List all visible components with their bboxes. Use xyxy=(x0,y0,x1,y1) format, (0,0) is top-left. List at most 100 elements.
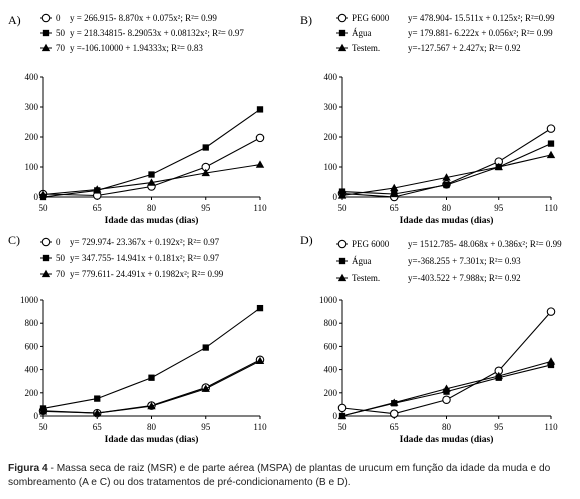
x-tick-label: 95 xyxy=(494,422,504,432)
x-tick-label: 95 xyxy=(494,203,504,213)
legend-equation: y=-368.255 + 7.301x; R²= 0.93 xyxy=(408,256,521,266)
data-point xyxy=(94,395,101,402)
y-tick-label: 100 xyxy=(324,162,338,172)
legend-marker xyxy=(41,43,51,52)
x-tick-label: 95 xyxy=(201,203,211,213)
data-point xyxy=(38,190,48,198)
data-point xyxy=(201,168,210,177)
legend-equation: y = 266.915- 8.870x + 0.075x²; R²= 0.99 xyxy=(70,13,217,23)
legend-marker xyxy=(41,269,51,278)
legend-equation: y= 1512.785- 48.068x + 0.386x²; R²= 0.99 xyxy=(408,239,562,249)
data-point xyxy=(547,361,555,369)
data-point xyxy=(546,124,556,133)
data-point xyxy=(337,411,347,420)
x-tick-label: 95 xyxy=(201,422,211,432)
series-line-1 xyxy=(42,307,261,410)
x-tick-label: 50 xyxy=(39,203,49,213)
legend-series-name: Água xyxy=(352,256,372,266)
data-point xyxy=(442,173,451,181)
y-tick-label: 1000 xyxy=(20,295,39,305)
x-tick-label: 80 xyxy=(147,422,157,432)
y-tick-label: 200 xyxy=(324,388,338,398)
legend-marker xyxy=(337,273,347,282)
y-tick-label: 600 xyxy=(25,341,39,351)
x-tick-label: 50 xyxy=(338,422,348,432)
data-point xyxy=(494,371,503,380)
panel-label: C) xyxy=(8,233,20,247)
x-tick-label: 110 xyxy=(253,422,267,432)
data-point xyxy=(255,160,265,168)
x-axis-label: Idade das mudas (dias) xyxy=(400,434,494,445)
chart-panel-0: A) 0 100 200 300 400 50 65 80 95 110 Idade das muda… xyxy=(8,13,267,226)
x-tick-label: 65 xyxy=(93,203,103,213)
data-point xyxy=(147,401,156,410)
y-tick-label: 200 xyxy=(25,388,39,398)
legend-series-name: 0 xyxy=(56,237,61,247)
legend-equation: y= 347.755- 14.941x + 0.181x²; R²= 0.97 xyxy=(70,253,220,263)
y-tick-label: 300 xyxy=(324,102,338,112)
data-point xyxy=(201,384,210,392)
legend-equation: y= 779.611- 24.491x + 0.1982x²; R²= 0.99 xyxy=(70,269,224,279)
data-point xyxy=(442,384,451,392)
x-tick-label: 65 xyxy=(390,203,400,213)
y-tick-label: 200 xyxy=(25,132,39,142)
data-point xyxy=(148,374,155,381)
legend-series-name: PEG 6000 xyxy=(352,13,390,23)
legend-marker xyxy=(41,13,51,23)
x-tick-label: 110 xyxy=(253,203,267,213)
caption-label: Figura 4 xyxy=(8,463,48,474)
data-point xyxy=(546,307,556,316)
data-point xyxy=(494,162,503,171)
y-tick-label: 100 xyxy=(25,162,39,172)
data-point xyxy=(202,344,209,351)
data-point xyxy=(337,403,347,413)
chart-panel-2: C) 0 200 400 600 800 1000 50 65 80 95 110 Idade das … xyxy=(8,233,267,445)
legend-series-name: 70 xyxy=(56,43,66,53)
data-point xyxy=(256,304,264,312)
data-point xyxy=(546,150,556,159)
data-point xyxy=(256,106,264,113)
y-tick-label: 0 xyxy=(333,192,338,202)
x-tick-label: 80 xyxy=(442,422,452,432)
x-axis-label: Idade das mudas (dias) xyxy=(400,215,494,226)
legend-equation: y =-106.10000 + 1.94333x; R²= 0.83 xyxy=(70,43,203,53)
figure-caption: Figura 4 - Massa seca de raiz (MSR) e de… xyxy=(8,462,574,490)
panel-label: D) xyxy=(300,233,313,247)
data-point xyxy=(443,181,450,189)
panel-label: A) xyxy=(8,13,21,27)
x-tick-label: 80 xyxy=(147,203,157,213)
x-tick-label: 110 xyxy=(544,203,558,213)
legend-equation: y = 218.34815- 8.29053x + 0.08132x²; R²=… xyxy=(70,28,244,38)
panel-label: B) xyxy=(300,13,312,27)
x-tick-label: 65 xyxy=(390,422,400,432)
legend-marker xyxy=(42,254,50,262)
legend-series-name: PEG 6000 xyxy=(352,239,390,249)
legend-equation: y= 478.904- 15.511x + 0.125x²; R²=0.99 xyxy=(408,13,555,23)
legend-marker xyxy=(42,29,50,37)
y-tick-label: 400 xyxy=(324,365,338,375)
legend-series-name: 0 xyxy=(56,13,61,23)
data-point xyxy=(337,191,347,199)
chart-panel-1: B) 0 100 200 300 400 50 65 80 95 110 Idade das muda… xyxy=(300,13,558,226)
x-axis-label: Idade das mudas (dias) xyxy=(105,434,199,445)
data-point xyxy=(93,185,102,193)
data-point xyxy=(38,407,48,415)
legend-marker xyxy=(338,257,346,265)
legend-series-name: Água xyxy=(352,28,372,38)
legend-equation: y= 729.974- 23.367x + 0.192x²; R²= 0.97 xyxy=(70,237,220,247)
x-axis-label: Idade das mudas (dias) xyxy=(105,215,199,226)
legend-marker xyxy=(337,13,347,23)
legend-marker xyxy=(41,237,51,247)
caption-text: - Massa seca de raiz (MSR) e de parte aé… xyxy=(8,463,551,488)
legend-marker xyxy=(338,29,346,37)
legend-series-name: Testem. xyxy=(352,273,380,283)
legend-marker xyxy=(337,43,347,52)
y-tick-label: 800 xyxy=(324,318,338,328)
x-tick-label: 110 xyxy=(544,422,558,432)
legend-equation: y= 179.881- 6.222x + 0.056x²; R²= 0.99 xyxy=(408,28,553,38)
x-tick-label: 65 xyxy=(93,422,103,432)
data-point xyxy=(391,190,398,198)
y-tick-label: 600 xyxy=(324,341,338,351)
data-point xyxy=(390,183,399,192)
